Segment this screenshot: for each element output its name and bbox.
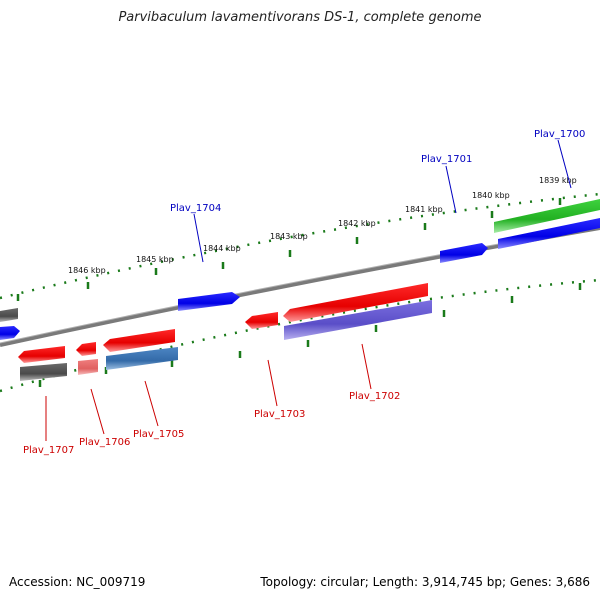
gene-plav-1701[interactable]	[440, 243, 488, 263]
label-plav-1704[interactable]: Plav_1704	[170, 203, 221, 214]
leader-plav-1704	[193, 213, 204, 263]
label-plav-1700[interactable]: Plav_1700	[534, 129, 585, 140]
leader-plav-1700	[557, 139, 572, 189]
outer-major-ticks	[16, 198, 562, 301]
scale-label-1846: 1846 kbp	[68, 266, 106, 275]
gene-plav-1703[interactable]	[245, 312, 278, 329]
gene-plav-1700[interactable]	[494, 199, 600, 249]
label-plav-1705[interactable]: Plav_1705	[133, 429, 184, 440]
gene-plav-1707-gray	[20, 363, 67, 381]
leader-plav-1701	[445, 165, 457, 214]
gene-plav-1705-steel	[106, 347, 178, 370]
label-plav-1703[interactable]: Plav_1703	[254, 409, 305, 420]
scale-label-1845: 1845 kbp	[136, 255, 174, 264]
leader-plav-1706	[90, 388, 105, 435]
gene-left-blue-forward	[0, 326, 20, 340]
scale-label-1840: 1840 kbp	[472, 191, 510, 200]
leader-plav-1703	[267, 359, 278, 407]
scale-label-1842: 1842 kbp	[338, 219, 376, 228]
label-plav-1702[interactable]: Plav_1702	[349, 391, 400, 402]
scale-label-1844: 1844 kbp	[203, 244, 241, 253]
gene-plav-1706[interactable]	[76, 342, 96, 356]
label-plav-1706[interactable]: Plav_1706	[79, 437, 130, 448]
label-plav-1701[interactable]: Plav_1701	[421, 154, 472, 165]
gene-plav-1702[interactable]	[283, 283, 428, 322]
accession-text: Accession: NC_009719	[9, 575, 146, 589]
gene-plav-1704[interactable]	[178, 292, 240, 311]
gene-plav-1706-pink	[78, 359, 98, 375]
leader-plav-1705	[144, 380, 159, 427]
gene-plav-1707[interactable]	[18, 346, 65, 363]
inner-major-ticks	[38, 283, 582, 387]
scale-label-1841: 1841 kbp	[405, 205, 443, 214]
gene-left-gray-forward	[0, 308, 18, 322]
gene-plav-1702-purple	[284, 300, 432, 340]
leader-plav-1702	[361, 343, 372, 390]
scale-label-1843: 1843 kbp	[270, 232, 308, 241]
map-title: Parvibaculum lavamentivorans DS-1, compl…	[118, 10, 482, 25]
inner-scale-arc	[0, 278, 600, 393]
label-plav-1707[interactable]: Plav_1707	[23, 445, 74, 456]
gene-plav-1705[interactable]	[103, 329, 175, 352]
scale-label-1839: 1839 kbp	[539, 176, 577, 185]
genome-summary-text: Topology: circular; Length: 3,914,745 bp…	[260, 575, 590, 589]
